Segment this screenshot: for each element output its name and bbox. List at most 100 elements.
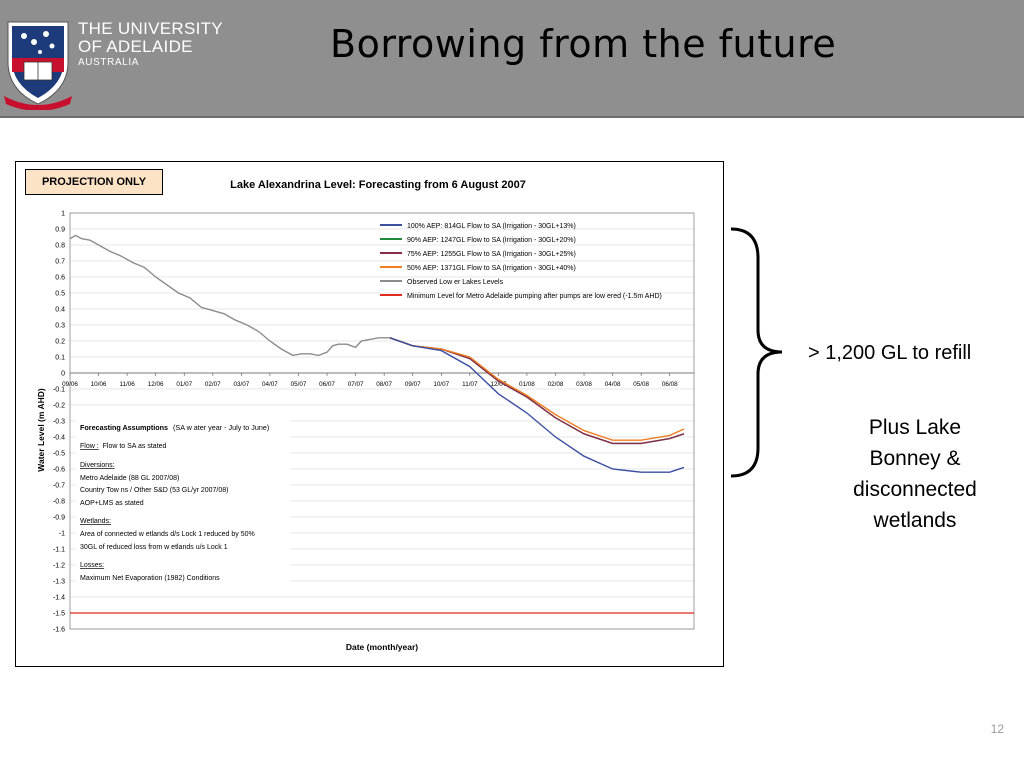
- y-tick-label: -1.5: [53, 611, 65, 618]
- y-tick-label: -1.3: [53, 579, 65, 586]
- university-line2: OF ADELAIDE: [78, 37, 193, 56]
- series-100-aep-line: [389, 337, 685, 473]
- wetlands-line-2: 30GL of reduced loss from w etlands u/s …: [80, 544, 228, 551]
- refill-note: > 1,200 GL to refill: [808, 342, 972, 364]
- chart-title: Lake Alexandrina Level: Forecasting from…: [230, 179, 526, 191]
- assumptions-heading: Forecasting Assumptions (SA w ater year …: [80, 423, 269, 432]
- y-tick-label: -1: [59, 531, 65, 538]
- x-tick-labels: 09/06 10/06 11/06 12/06 01/07 02/07 03/07 04/07…: [62, 381, 678, 388]
- x-axis-label: Date (month/year): [346, 642, 418, 652]
- y-tick-label: -0.6: [53, 467, 65, 474]
- y-tick-labels: 1 0.9 0.8 0.7 0.6 0.5 0.4 0.3 0.2 0.1 0 -0.1 -0.2 -0.…: [53, 211, 65, 634]
- y-tick-label: -0.3: [53, 419, 65, 426]
- x-tick-label: 04/07: [262, 381, 278, 388]
- extra-note-line-4: wetlands: [873, 509, 957, 532]
- y-tick-label: -1.1: [53, 547, 65, 554]
- legend-label-50: 50% AEP: 1371GL Flow to SA (Irrigation -…: [407, 265, 576, 272]
- y-tick-label: -0.5: [53, 451, 65, 458]
- flow-text: Flow to SA as stated: [103, 443, 167, 450]
- x-tick-label: 05/07: [291, 381, 307, 388]
- y-tick-label: -0.4: [53, 435, 65, 442]
- university-line1: THE UNIVERSITY: [78, 19, 223, 38]
- y-tick-label: -0.9: [53, 515, 65, 522]
- legend: 100% AEP: 814GL Flow to SA (Irrigation -…: [380, 223, 662, 300]
- y-tick-label: 0.3: [55, 323, 65, 330]
- y-tick-label: 0.4: [55, 307, 65, 314]
- x-tick-label: 06/08: [662, 381, 678, 388]
- y-tick-label: 0.6: [55, 275, 65, 282]
- wetlands-label: Wetlands:: [80, 518, 111, 525]
- x-tick-label: 03/07: [233, 381, 249, 388]
- projection-badge: PROJECTION ONLY: [25, 169, 163, 195]
- series-90-aep-line: [389, 337, 685, 445]
- x-tick-label: 10/07: [433, 381, 449, 388]
- series-lines: [69, 234, 694, 614]
- y-tick-label: 0.5: [55, 291, 65, 298]
- flow-label: Flow :: [80, 443, 99, 450]
- diversions-line-1: Metro Adelaide (88 GL 2007/08): [80, 475, 179, 482]
- y-tick-label: -0.7: [53, 483, 65, 490]
- y-axis-label: Water Level (m AHD): [36, 388, 46, 472]
- x-tick-label: 05/08: [633, 381, 649, 388]
- x-tick-label: 09/06: [62, 381, 78, 388]
- assumptions-box: Forecasting Assumptions (SA w ater year …: [76, 418, 290, 588]
- x-tick-label: 02/07: [205, 381, 221, 388]
- university-line3: AUSTRALIA: [78, 57, 139, 68]
- x-tick-label: 12/07: [490, 381, 506, 388]
- page-number: 12: [990, 722, 1004, 736]
- legend-label-minimum: Minimum Level for Metro Adelaide pumping…: [407, 293, 662, 300]
- legend-label-100: 100% AEP: 814GL Flow to SA (Irrigation -…: [407, 223, 576, 230]
- slide-title: Borrowing from the future: [330, 22, 837, 66]
- series-50-aep-line: [389, 337, 685, 441]
- extra-note-line-2: Bonney &: [869, 447, 961, 470]
- y-tick-label: 0.9: [55, 227, 65, 234]
- losses-line-1: Maximum Net Evaporation (1982) Condition…: [80, 575, 220, 582]
- y-tick-label: -1.4: [53, 595, 65, 602]
- x-tick-label: 08/07: [376, 381, 392, 388]
- x-tick-label: 07/07: [348, 381, 364, 388]
- extra-note-line-3: disconnected: [853, 478, 977, 501]
- x-tick-label: 12/06: [148, 381, 164, 388]
- assumptions-heading-text: Forecasting Assumptions: [80, 423, 168, 432]
- header-bar: THE UNIVERSITY OF ADELAIDE AUSTRALIA Bor…: [0, 0, 1024, 118]
- assumptions-background: [76, 418, 290, 588]
- y-tick-label: 0.8: [55, 243, 65, 250]
- curly-brace: [730, 227, 783, 478]
- legend-label-observed: Observed Low er Lakes Levels: [407, 279, 504, 286]
- x-tick-label: 02/08: [548, 381, 564, 388]
- x-tick-label: 11/07: [462, 381, 478, 388]
- x-tick-label: 11/06: [119, 381, 135, 388]
- diversions-line-3: AOP+LMS as stated: [80, 500, 144, 507]
- x-tick-label: 06/07: [319, 381, 335, 388]
- x-tick-label: 04/08: [605, 381, 621, 388]
- assumptions-flow: Flow : Flow to SA as stated: [80, 443, 167, 450]
- x-tick-label: 10/06: [91, 381, 107, 388]
- y-tick-label: -0.2: [53, 403, 65, 410]
- header-rule: [0, 116, 1024, 118]
- plot-area: [69, 212, 695, 630]
- wetlands-line-1: Area of connected w etlands d/s Lock 1 r…: [80, 531, 255, 538]
- diversions-line-2: Country Tow ns / Other S&D (53 GL/yr 200…: [80, 487, 229, 494]
- extra-losses-note: Plus Lake Bonney & disconnected wetlands: [808, 412, 1022, 536]
- y-tick-label: 1: [61, 211, 65, 218]
- y-tick-label: -0.8: [53, 499, 65, 506]
- y-tick-label: -0.1: [53, 387, 65, 394]
- extra-note-line-1: Plus Lake: [868, 416, 962, 439]
- legend-label-90: 90% AEP: 1247GL Flow to SA (Irrigation -…: [407, 237, 576, 244]
- legend-label-75: 75% AEP: 1255GL Flow to SA (Irrigation -…: [407, 251, 576, 258]
- series-75-aep-line: [389, 337, 685, 445]
- diversions-label: Diversions:: [80, 462, 115, 469]
- x-tick-label: 01/07: [176, 381, 192, 388]
- y-tick-label: 0.7: [55, 259, 65, 266]
- university-wordmark: THE UNIVERSITY OF ADELAIDE AUSTRALIA: [78, 20, 223, 70]
- x-tick-label: 01/08: [519, 381, 535, 388]
- university-crest-icon: [4, 21, 72, 110]
- losses-label: Losses:: [80, 562, 104, 569]
- series-observed-line: [69, 234, 390, 357]
- assumptions-heading-note: (SA w ater year - July to June): [173, 423, 269, 432]
- x-tick-label: 03/08: [576, 381, 592, 388]
- y-tick-label: 0.2: [55, 339, 65, 346]
- y-tick-label: 0: [61, 371, 65, 378]
- y-tick-label: 0.1: [55, 355, 65, 362]
